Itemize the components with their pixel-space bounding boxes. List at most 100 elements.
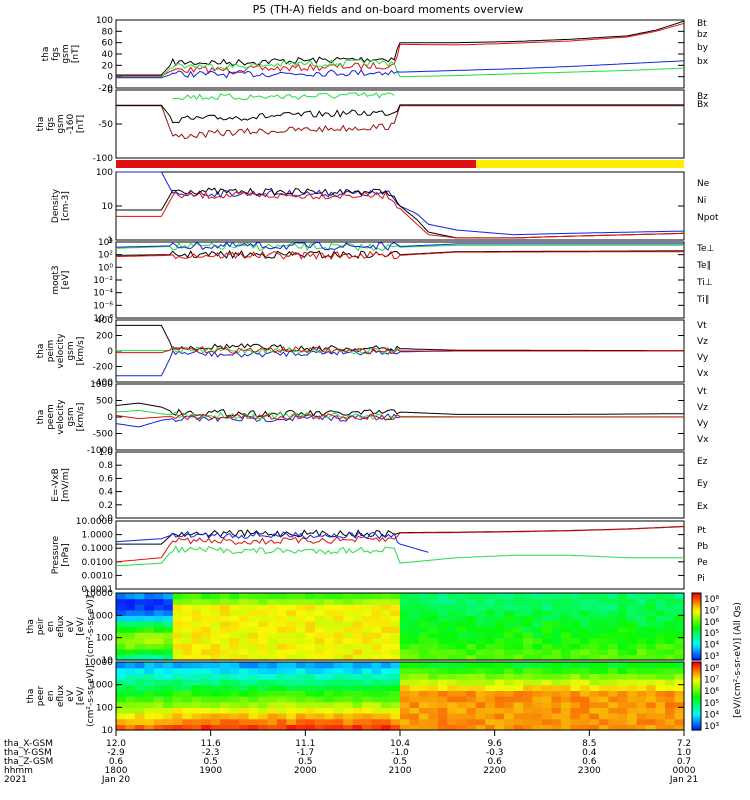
spectrogram-cell <box>504 637 515 644</box>
spectrogram-cell <box>276 604 287 611</box>
spectrogram-cell <box>617 667 628 674</box>
spectrogram-cell <box>655 690 666 697</box>
spectrogram-cell <box>191 696 202 703</box>
spectrogram-cell <box>513 662 524 669</box>
spectrogram-cell <box>191 701 202 708</box>
spectrogram-cell <box>220 713 231 720</box>
x-axis-value: 0.5 <box>204 757 218 767</box>
x-axis-row-label: tha_X-GSM <box>4 739 53 749</box>
spectrogram-cell <box>579 701 590 708</box>
spectrogram-cell <box>134 679 145 686</box>
spectrogram-cell <box>646 662 657 669</box>
spectrogram-cell <box>400 690 411 697</box>
spectrogram-cell <box>494 632 505 639</box>
spectrogram-cell <box>210 637 221 644</box>
spectrogram-cell <box>456 632 467 639</box>
spectrogram-cell <box>134 626 145 633</box>
colorbar-cell <box>692 711 701 715</box>
spectrogram-cell <box>144 609 155 616</box>
spectrogram-cell <box>598 724 609 731</box>
y-label-line: E=-VxB <box>51 468 61 502</box>
colorbar-frame <box>691 661 702 731</box>
spectrogram-cell <box>646 718 657 725</box>
spectrogram-cell <box>116 615 127 622</box>
spectrogram-cell <box>362 604 373 611</box>
series-Pe-line <box>115 545 684 567</box>
spectrogram-cell <box>116 684 127 691</box>
spectrogram-cell <box>371 673 382 680</box>
y-label-line: eflux <box>56 684 66 707</box>
spectrogram-cell <box>646 684 657 691</box>
spectrogram-cell <box>475 593 486 600</box>
spectrogram-cell <box>466 713 477 720</box>
spectrogram-cell <box>579 654 590 661</box>
spectrogram-cell <box>437 707 448 714</box>
spectrogram-cell <box>409 643 420 650</box>
colorbar-cell <box>692 601 701 605</box>
spectrogram-cell <box>400 609 411 616</box>
spectrogram-cell <box>381 667 392 674</box>
spectrogram-cell <box>286 620 297 628</box>
spectrogram-cell <box>153 648 164 655</box>
spectrogram-cell <box>437 598 448 605</box>
spectrogram-cell <box>523 696 534 703</box>
spectrogram-cell <box>400 667 411 674</box>
spectrogram-cell <box>352 707 363 714</box>
legend-Te∥: Te∥ <box>696 261 711 271</box>
spectrogram-cell <box>381 690 392 697</box>
spectrogram-cell <box>617 713 628 720</box>
spectrogram-cell <box>333 593 344 600</box>
spectrogram-cell <box>560 707 571 714</box>
spectrogram-cell <box>504 707 515 714</box>
spectrogram-cell <box>551 667 562 674</box>
spectrogram-cell <box>466 648 477 655</box>
spectrogram-cell <box>494 696 505 703</box>
spectrogram-cell <box>504 679 515 686</box>
spectrogram-cell <box>201 654 212 661</box>
spectrogram-cell <box>617 632 628 639</box>
spectrogram-cell <box>220 626 231 633</box>
colorbar-tick-label: 10⁷ <box>704 606 719 616</box>
spectrogram-cell <box>428 637 439 644</box>
spectrogram-cell <box>343 593 354 600</box>
y-label-line: tha <box>36 117 46 132</box>
spectrogram-cell <box>570 667 581 674</box>
spectrogram-cell <box>589 696 600 703</box>
spectrogram-cell <box>655 609 666 616</box>
spectrogram-cell <box>542 690 553 697</box>
spectrogram-cell <box>220 615 231 622</box>
spectrogram-cell <box>655 643 666 650</box>
spectrogram-cell <box>542 662 553 669</box>
colorbar-tick-label: 10⁶ <box>704 687 719 697</box>
spectrogram-cell <box>390 626 401 633</box>
spectrogram-cell <box>182 667 193 674</box>
x-axis-value: 1.0 <box>677 748 692 758</box>
y-axis-label: Density [cm-3] <box>51 188 71 223</box>
y-tick-label: 10⁻⁴ <box>93 289 113 299</box>
panel-frame <box>115 592 685 661</box>
spectrogram-cell <box>418 713 429 720</box>
spectrogram-cell <box>125 684 136 691</box>
spectrogram-cell <box>579 626 590 633</box>
spectrogram-cell <box>504 593 515 600</box>
spectrogram-cell <box>258 713 269 720</box>
spectrogram-cell <box>295 626 306 633</box>
spectrogram-cell <box>466 609 477 616</box>
spectrogram-cell <box>191 637 202 644</box>
spectrogram-cell <box>475 620 486 628</box>
spectrogram-cell <box>532 593 543 600</box>
colorbar-label-text: [eV/(cm²-s-sr-eV)] (All Qs) <box>733 602 743 718</box>
series-Te⊥-line <box>115 250 685 260</box>
spectrogram-cell <box>248 713 259 720</box>
spectrogram-cell <box>589 713 600 720</box>
spectrogram-cell <box>276 724 287 731</box>
spectrogram-cell <box>485 598 496 605</box>
spectrogram-cell <box>513 713 524 720</box>
spectrogram-cell <box>400 707 411 714</box>
spectrogram-cell <box>428 662 439 669</box>
spectrogram-cell <box>418 648 429 655</box>
spectrogram-cell <box>182 643 193 650</box>
spectrogram-cell <box>172 598 183 605</box>
spectrogram-cell <box>409 718 420 725</box>
